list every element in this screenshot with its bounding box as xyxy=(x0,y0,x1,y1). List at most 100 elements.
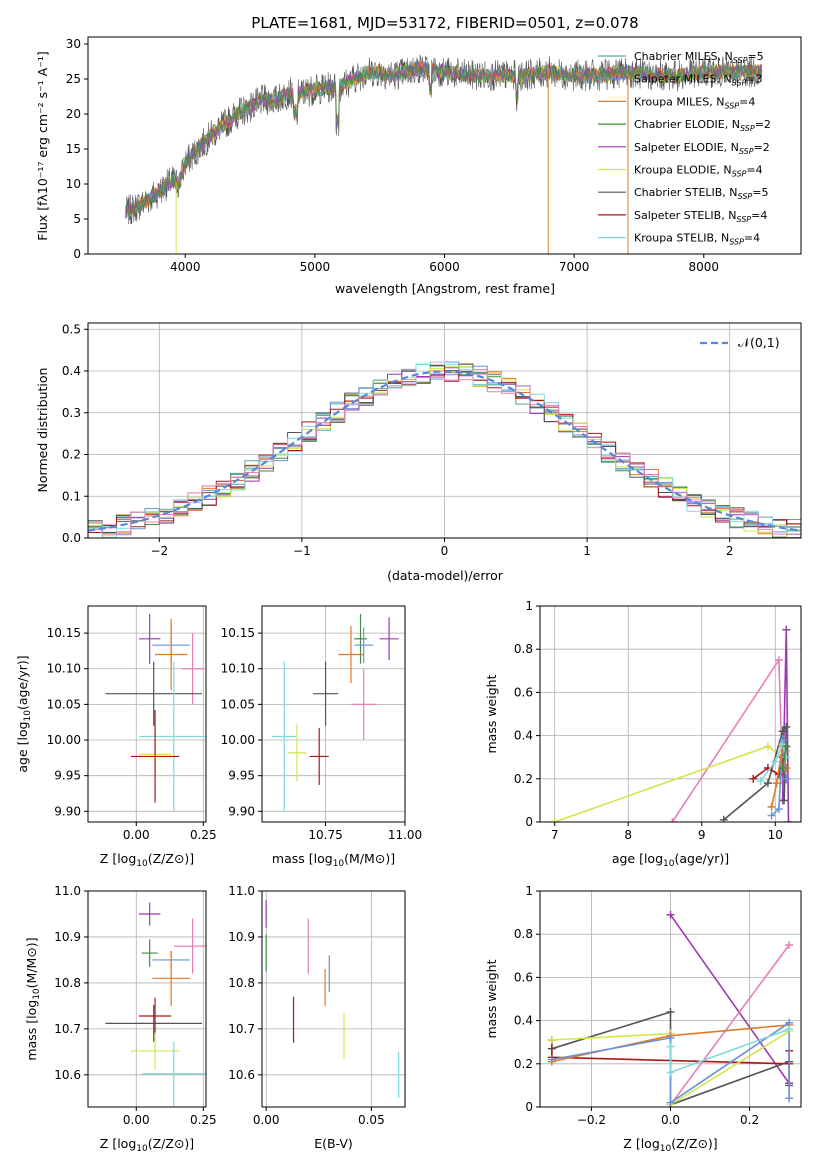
x-tick-label: 0.0 xyxy=(661,1113,680,1127)
errorbar-point xyxy=(138,661,206,812)
gaussian-curve xyxy=(88,370,801,532)
y-tick-label: 0.1 xyxy=(62,489,81,503)
y-tick-label: 10 xyxy=(66,177,81,191)
x-tick-label: 11.00 xyxy=(388,828,422,842)
y-tick-label: 5 xyxy=(73,212,81,226)
errorbar-point xyxy=(105,1004,202,1042)
y-tick-label: 10.9 xyxy=(54,930,81,944)
plot-area xyxy=(265,900,400,1098)
x-tick-label: −2 xyxy=(150,544,168,558)
y-tick-label: 0.0 xyxy=(62,531,81,545)
axes: −0.2 0.0 0.2 0 0.2 0.4 0.6 0.8 1 xyxy=(514,884,802,1127)
weight-point-marker xyxy=(666,910,675,919)
histogram-step xyxy=(88,368,801,535)
x-tick-label: 0.00 xyxy=(123,828,150,842)
y-tick-label: 10.10 xyxy=(47,662,81,676)
plot-area xyxy=(271,613,399,812)
y-tick-label: 0.2 xyxy=(62,448,81,462)
x-tick-label: 0 xyxy=(441,544,449,558)
legend-entry: Kroupa MILES, NSSP=4 xyxy=(634,95,755,110)
x-tick-label: 2 xyxy=(726,544,734,558)
plot-area xyxy=(105,613,206,812)
y-tick-label: 10.9 xyxy=(228,930,255,944)
errorbar-point xyxy=(309,727,329,785)
weight-vs-age-panel: 7 8 9 10 0 0.2 0.4 0.6 0.8 1 age [log10​(age/yr)] m… xyxy=(484,599,802,869)
weight-point-marker xyxy=(666,1098,675,1107)
y-tick-label: 10.05 xyxy=(47,697,81,711)
errorbar-point xyxy=(138,613,161,664)
errorbar-point xyxy=(141,939,158,967)
axes: −2 −1 0 1 2 0.0 0.1 0.2 0.3 0.4 0.5 xyxy=(62,322,802,558)
y-tick-label: 0.3 xyxy=(62,406,81,420)
y-axis-label: Normed distribution xyxy=(35,368,50,493)
x-axis-label: E(B-V) xyxy=(314,1136,353,1151)
weight-point-marker xyxy=(778,727,787,736)
x-axis-label: Z [log10​(Z/Z⊙)] xyxy=(100,851,194,869)
axes-frame xyxy=(539,605,802,823)
weight-point-marker xyxy=(782,774,791,783)
x-tick-label: −1 xyxy=(293,544,311,558)
y-tick-label: 25 xyxy=(66,72,81,86)
residuals-panel: −2 −1 0 1 2 0.0 0.1 0.2 0.3 0.4 0.5 𝒩(0,1) (data-mod… xyxy=(35,322,802,583)
y-tick-label: 11.0 xyxy=(54,884,81,898)
age-vs-z-panel: 0.00 0.25 9.90 9.95 10.00 10.05 10.10 10.15 Z [l… xyxy=(15,605,217,869)
y-tick-label: 0 xyxy=(525,1100,533,1114)
errorbar-point xyxy=(138,902,161,926)
y-tick-label: 10.8 xyxy=(228,976,255,990)
weight-point-marker xyxy=(666,1042,675,1051)
legend-entry: Chabrier MILES, NSSP=5 xyxy=(634,50,764,65)
x-tick-label: 0.05 xyxy=(358,1113,385,1127)
legend-entry: Chabrier ELODIE, NSSP=2 xyxy=(634,118,771,133)
x-tick-label: 0.2 xyxy=(740,1113,759,1127)
axes: 4000 5000 6000 7000 8000 0 5 10 15 20 25 30 xyxy=(66,36,802,274)
x-tick-label: 10 xyxy=(768,828,783,842)
y-tick-label: 1 xyxy=(525,599,533,613)
y-tick-label: 0.2 xyxy=(514,772,533,786)
x-tick-label: 10.75 xyxy=(308,828,342,842)
x-tick-label: 4000 xyxy=(170,260,201,274)
plot-area xyxy=(105,902,206,1107)
y-tick-label: 10.15 xyxy=(47,626,81,640)
weight-series-line xyxy=(671,657,784,822)
mass-vs-ebv-panel: 0.00 0.05 10.6 10.7 10.8 10.9 11.0 E(B-V) xyxy=(228,884,406,1151)
weight-point-marker xyxy=(780,796,789,805)
errorbar-point xyxy=(354,613,367,664)
weight-point-marker xyxy=(782,722,791,731)
weight-series-line xyxy=(781,629,790,822)
weight-point-marker xyxy=(749,774,758,783)
weight-point-marker xyxy=(547,1036,556,1045)
weight-point-marker xyxy=(763,779,772,788)
x-tick-label: 7 xyxy=(551,828,559,842)
x-tick-label: 8 xyxy=(624,828,632,842)
errorbar-point xyxy=(130,710,180,803)
x-tick-label: 5000 xyxy=(300,260,331,274)
legend-entry: Salpeter STELIB, NSSP=4 xyxy=(634,209,767,224)
weight-point-marker xyxy=(756,776,765,785)
y-tick-label: 0.4 xyxy=(62,364,81,378)
weight-series-line xyxy=(669,944,790,1106)
plot-area xyxy=(88,361,801,538)
x-tick-label: 0.00 xyxy=(123,1113,150,1127)
weight-point-marker xyxy=(772,779,781,788)
y-tick-label: 30 xyxy=(66,37,81,51)
x-tick-label: 6000 xyxy=(429,260,460,274)
spectrum-line xyxy=(125,61,763,216)
plot-area xyxy=(547,910,794,1107)
y-axis-label: age [log10​(age/yr)] xyxy=(15,655,33,772)
weight-series-line xyxy=(759,741,788,782)
legend-entry: Chabrier STELIB, NSSP=5 xyxy=(634,186,768,201)
weight-point-marker xyxy=(767,811,776,820)
axes: 7 8 9 10 0 0.2 0.4 0.6 0.8 1 xyxy=(514,599,802,842)
errorbar-point xyxy=(271,661,297,812)
x-tick-label: −0.2 xyxy=(577,1113,606,1127)
x-axis-label: mass [log10​(M/M⊙)] xyxy=(272,851,395,869)
weight-vs-z-panel: −0.2 0.0 0.2 0 0.2 0.4 0.6 0.8 1 Z [log10​(Z/Z⊙)]… xyxy=(484,884,802,1154)
y-axis-label: mass [log10​(M/M⊙)] xyxy=(24,937,42,1060)
y-tick-label: 15 xyxy=(66,142,81,156)
errorbar-point xyxy=(354,627,374,664)
spectrum-panel: 4000 5000 6000 7000 8000 0 5 10 15 20 25 30 Chabrier… xyxy=(35,36,802,296)
y-tick-label: 9.90 xyxy=(54,804,81,818)
y-axis-label: Flux [fλ10⁻¹⁷ erg cm⁻² s⁻¹ A⁻¹] xyxy=(35,51,50,240)
axes-frame xyxy=(261,890,406,1108)
x-tick-label: 9 xyxy=(698,828,706,842)
